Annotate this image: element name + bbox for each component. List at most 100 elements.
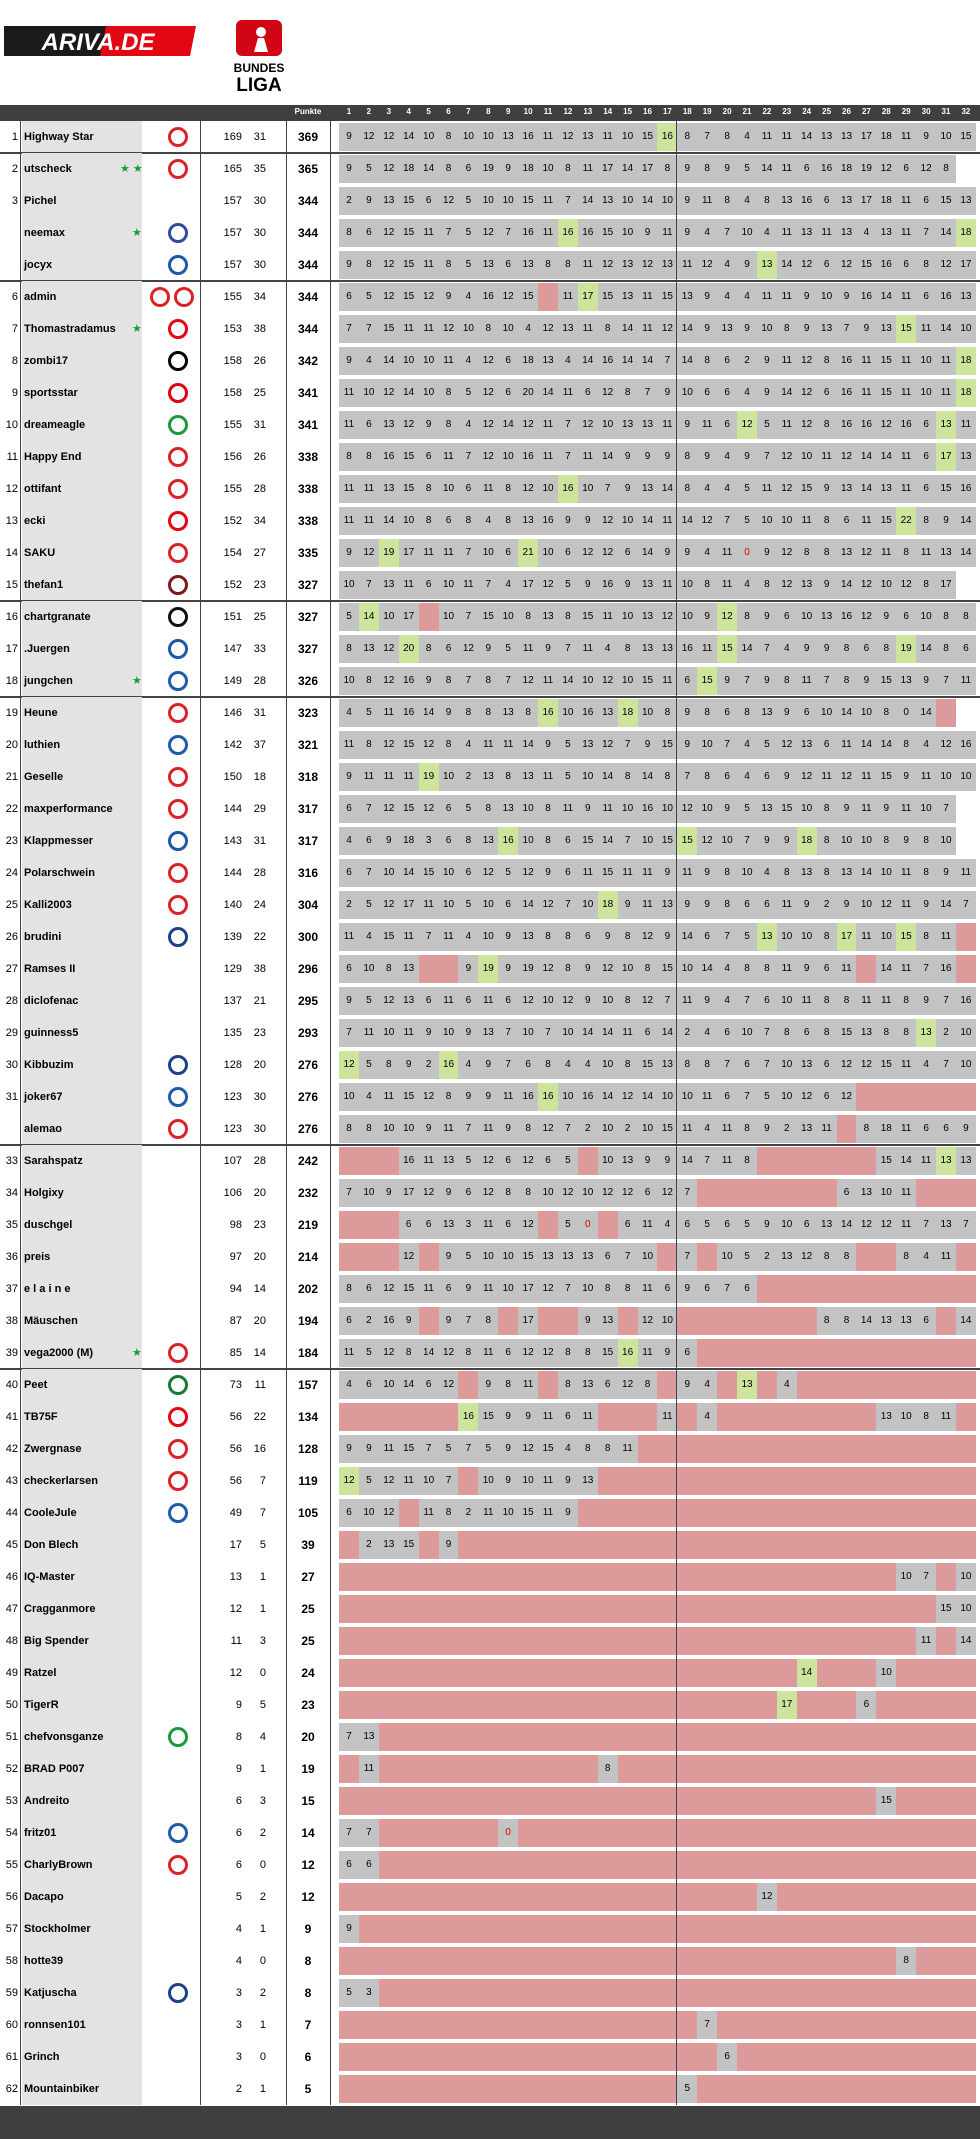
- player-name-text[interactable]: Happy End: [24, 451, 82, 463]
- player-name-text[interactable]: IQ-Master: [24, 1571, 75, 1583]
- table-row[interactable]: 30 Kibbuzim 128 20 276 12 5 8 9 2 16 4 9 7 6 8 4 4 10 8 15 13…: [0, 1049, 980, 1081]
- player-name-text[interactable]: ecki: [24, 515, 46, 527]
- player-name-text[interactable]: alemao: [24, 1123, 62, 1135]
- ariva-logo[interactable]: ARIVA.DE: [2, 22, 196, 60]
- player-name-text[interactable]: Zwergnase: [24, 1443, 82, 1455]
- player-name-text[interactable]: Heune: [24, 707, 58, 719]
- player-name-text[interactable]: joker67: [24, 1091, 63, 1103]
- table-row[interactable]: 38 Mäuschen 87 20 194 6 2 16 9 9 7 8 17 9 13 12 10 8 8 14 13…: [0, 1305, 980, 1337]
- table-row[interactable]: 21 Geselle 150 18 318 9 11 11 11 19 10 2 13 8 13 11 5 10 1…: [0, 761, 980, 793]
- player-name-text[interactable]: luthien: [24, 739, 61, 751]
- player-name-text[interactable]: neemax: [24, 227, 65, 239]
- player-name-text[interactable]: CharlyBrown: [24, 1859, 93, 1871]
- table-row[interactable]: 53 Andreito 6 3 15 15: [0, 1785, 980, 1817]
- player-name-text[interactable]: preis: [24, 1251, 51, 1263]
- table-row[interactable]: 27 Ramses II 129 38 296 6 10 8 13 9 19 9 19 12 8 9 12 10 8…: [0, 953, 980, 985]
- player-name-text[interactable]: ronnsen101: [24, 2019, 86, 2031]
- player-name-text[interactable]: jungchen: [24, 675, 73, 687]
- player-name-text[interactable]: TB75F: [24, 1411, 58, 1423]
- table-row[interactable]: 9 sportsstar 158 25 341 11 10 12 14 10 8 5 12 6 20 14 11…: [0, 377, 980, 409]
- table-row[interactable]: 60 ronnsen101 3 1 7 7: [0, 2009, 980, 2041]
- player-name-text[interactable]: vega2000 (M): [24, 1347, 94, 1359]
- player-name-text[interactable]: fritz01: [24, 1827, 57, 1839]
- table-row[interactable]: 40 Peet 73 11 157 4 6 10 14 6 12 9 8 11 8 13 6 12 8 9 4 13 4: [0, 1369, 980, 1401]
- player-name-text[interactable]: Andreito: [24, 1795, 70, 1807]
- table-row[interactable]: 17 .Juergen 147 33 327 8 13 12 20 8 6 12 9 5 11 9 7 11 4 8 1…: [0, 633, 980, 665]
- player-name-text[interactable]: brudini: [24, 931, 62, 943]
- table-row[interactable]: 34 Holgixy 106 20 232 7 10 9 17 12 9 6 12 8 8 10 12 10 12 1…: [0, 1177, 980, 1209]
- player-name-text[interactable]: .Juergen: [24, 643, 70, 655]
- table-row[interactable]: 3 Pichel 157 30 344 2 9 13 15 6 12 5 10 10 15 11 7 14 13 10…: [0, 185, 980, 217]
- player-name-text[interactable]: checkerlarsen: [24, 1475, 98, 1487]
- table-row[interactable]: 48 Big Spender 11 3 25 11 14: [0, 1625, 980, 1657]
- table-row[interactable]: 14 SAKU 154 27 335 9 12 19 17 11 11 7 10 6 21 10 6 12 12 6 1…: [0, 537, 980, 569]
- table-row[interactable]: 16 chartgranate 151 25 327 5 14 10 17 10 7 15 10 8 13 8…: [0, 601, 980, 633]
- table-row[interactable]: 18 jungchen ★ 149 28 326 10 8 12 16 9 8 7 8 7 12 11 14 10 1…: [0, 665, 980, 697]
- player-name-text[interactable]: Ratzel: [24, 1667, 57, 1679]
- player-name-text[interactable]: admin: [24, 291, 57, 303]
- player-name-text[interactable]: Cragganmore: [24, 1603, 96, 1615]
- player-name-text[interactable]: Mäuschen: [24, 1315, 78, 1327]
- table-row[interactable]: 29 guinness5 135 23 293 7 11 10 11 9 10 9 13 7 10 7 10 14…: [0, 1017, 980, 1049]
- table-row[interactable]: 55 CharlyBrown 6 0 12 6 6: [0, 1849, 980, 1881]
- player-name-text[interactable]: Kibbuzim: [24, 1059, 74, 1071]
- player-name-text[interactable]: Pichel: [24, 195, 57, 207]
- table-row[interactable]: 20 luthien 142 37 321 11 8 12 15 12 8 4 11 11 14 9 5 13 12…: [0, 729, 980, 761]
- table-row[interactable]: 1 Highway Star 169 31 369 9 12 12 14 10 8 10 10 13 16 1…: [0, 121, 980, 153]
- player-name-text[interactable]: Peet: [24, 1379, 48, 1391]
- player-name-text[interactable]: Grinch: [24, 2051, 60, 2063]
- player-name-text[interactable]: thefan1: [24, 579, 64, 591]
- table-row[interactable]: alemao 123 30 276 8 8 10 10 9 11 7 11 9 8 12 7 2 10 2 10 15 1…: [0, 1113, 980, 1145]
- table-row[interactable]: 52 BRAD P007 9 1 19 11 8: [0, 1753, 980, 1785]
- player-name-text[interactable]: Dacapo: [24, 1891, 64, 1903]
- table-row[interactable]: 43 checkerlarsen 56 7 119 12 5 12 11 10 7 10 9 10 11 9 1…: [0, 1465, 980, 1497]
- table-row[interactable]: 31 joker67 123 30 276 10 4 11 15 12 8 9 9 11 16 16 10 16 1…: [0, 1081, 980, 1113]
- table-row[interactable]: 37 e l a i n e 94 14 202 8 6 12 15 11 6 9 11 10 17 12 7 1…: [0, 1273, 980, 1305]
- table-row[interactable]: 26 brudini 139 22 300 11 4 15 11 7 11 4 10 9 13 8 8 6 9 8 12…: [0, 921, 980, 953]
- player-name-text[interactable]: Klappmesser: [24, 835, 94, 847]
- table-row[interactable]: 11 Happy End 156 26 338 8 8 16 15 6 11 7 12 10 16 11 7 11…: [0, 441, 980, 473]
- table-row[interactable]: 35 duschgel 98 23 219 6 6 13 3 11 6 12 5 0 6 11 4 6 5 6 5 9 10…: [0, 1209, 980, 1241]
- table-row[interactable]: 12 ottifant 155 28 338 11 11 13 15 8 10 6 11 8 12 10 16 1…: [0, 473, 980, 505]
- player-name-text[interactable]: CooleJule: [24, 1507, 77, 1519]
- table-row[interactable]: 57 Stockholmer 4 1 9 9: [0, 1913, 980, 1945]
- table-row[interactable]: 10 dreameagle 155 31 341 11 6 13 12 9 8 4 12 14 12 11 7 1…: [0, 409, 980, 441]
- player-name-text[interactable]: TigerR: [24, 1699, 59, 1711]
- player-name-text[interactable]: Stockholmer: [24, 1923, 91, 1935]
- player-name-text[interactable]: Mountainbiker: [24, 2083, 100, 2095]
- player-name-text[interactable]: utscheck: [24, 163, 72, 175]
- table-row[interactable]: 23 Klappmesser 143 31 317 4 6 9 18 3 6 8 13 16 10 8 6 15 1…: [0, 825, 980, 857]
- table-row[interactable]: 42 Zwergnase 56 16 128 9 9 11 15 7 5 7 5 9 12 15 4 8 8 11: [0, 1433, 980, 1465]
- player-name-text[interactable]: zombi17: [24, 355, 69, 367]
- player-name-text[interactable]: ottifant: [24, 483, 62, 495]
- table-row[interactable]: 47 Cragganmore 12 1 25 15 10: [0, 1593, 980, 1625]
- player-name-text[interactable]: Sarahspatz: [24, 1155, 83, 1167]
- table-row[interactable]: 49 Ratzel 12 0 24 14 10: [0, 1657, 980, 1689]
- player-name-text[interactable]: Katjuscha: [24, 1987, 77, 1999]
- player-name-text[interactable]: Thomastradamus: [24, 323, 116, 335]
- player-name-text[interactable]: Kalli2003: [24, 899, 72, 911]
- player-name-text[interactable]: guinness5: [24, 1027, 79, 1039]
- table-row[interactable]: 24 Polarschwein 144 28 316 6 7 10 14 15 10 6 12 5 12 9 6…: [0, 857, 980, 889]
- player-name-text[interactable]: dreameagle: [24, 419, 86, 431]
- table-row[interactable]: jocyx 157 30 344 9 8 12 15 11 8 5 13 6 13 8 8 11 12 13 12 13…: [0, 249, 980, 281]
- table-row[interactable]: neemax ★ 157 30 344 8 6 12 15 11 7 5 12 7 16 11 16 16 15 10…: [0, 217, 980, 249]
- player-name-text[interactable]: SAKU: [24, 547, 56, 559]
- table-row[interactable]: 7 Thomastradamus ★ 153 38 344 7 7 15 11 11 12 10 8 10 4…: [0, 313, 980, 345]
- player-name-text[interactable]: sportsstar: [24, 387, 78, 399]
- table-row[interactable]: 59 Katjuscha 3 2 8 5 3: [0, 1977, 980, 2009]
- table-row[interactable]: 6 admin 155 34 344 6 5 12 15 12 9 4 16 12 15 11 17 15 13 11…: [0, 281, 980, 313]
- table-row[interactable]: 61 Grinch 3 0 6 6: [0, 2041, 980, 2073]
- table-row[interactable]: 33 Sarahspatz 107 28 242 16 11 13 5 12 6 12 6 5 10 13 9 9…: [0, 1145, 980, 1177]
- player-name-text[interactable]: chartgranate: [24, 611, 91, 623]
- player-name-text[interactable]: diclofenac: [24, 995, 79, 1007]
- player-name-text[interactable]: duschgel: [24, 1219, 73, 1231]
- table-row[interactable]: 2 utscheck ★ ★ 165 35 365 9 5 12 18 14 8 6 19 9 18 10 8 11…: [0, 153, 980, 185]
- player-name-text[interactable]: hotte39: [24, 1955, 64, 1967]
- table-row[interactable]: 22 maxperformance 144 29 317 6 7 12 15 12 6 5 8 13 10 8…: [0, 793, 980, 825]
- player-name-text[interactable]: Don Blech: [24, 1539, 79, 1551]
- player-name-text[interactable]: Highway Star: [24, 131, 94, 143]
- table-row[interactable]: 45 Don Blech 17 5 39 2 13 15 9: [0, 1529, 980, 1561]
- player-name-text[interactable]: chefvonsganze: [24, 1731, 104, 1743]
- table-row[interactable]: 62 Mountainbiker 2 1 5 5: [0, 2073, 980, 2105]
